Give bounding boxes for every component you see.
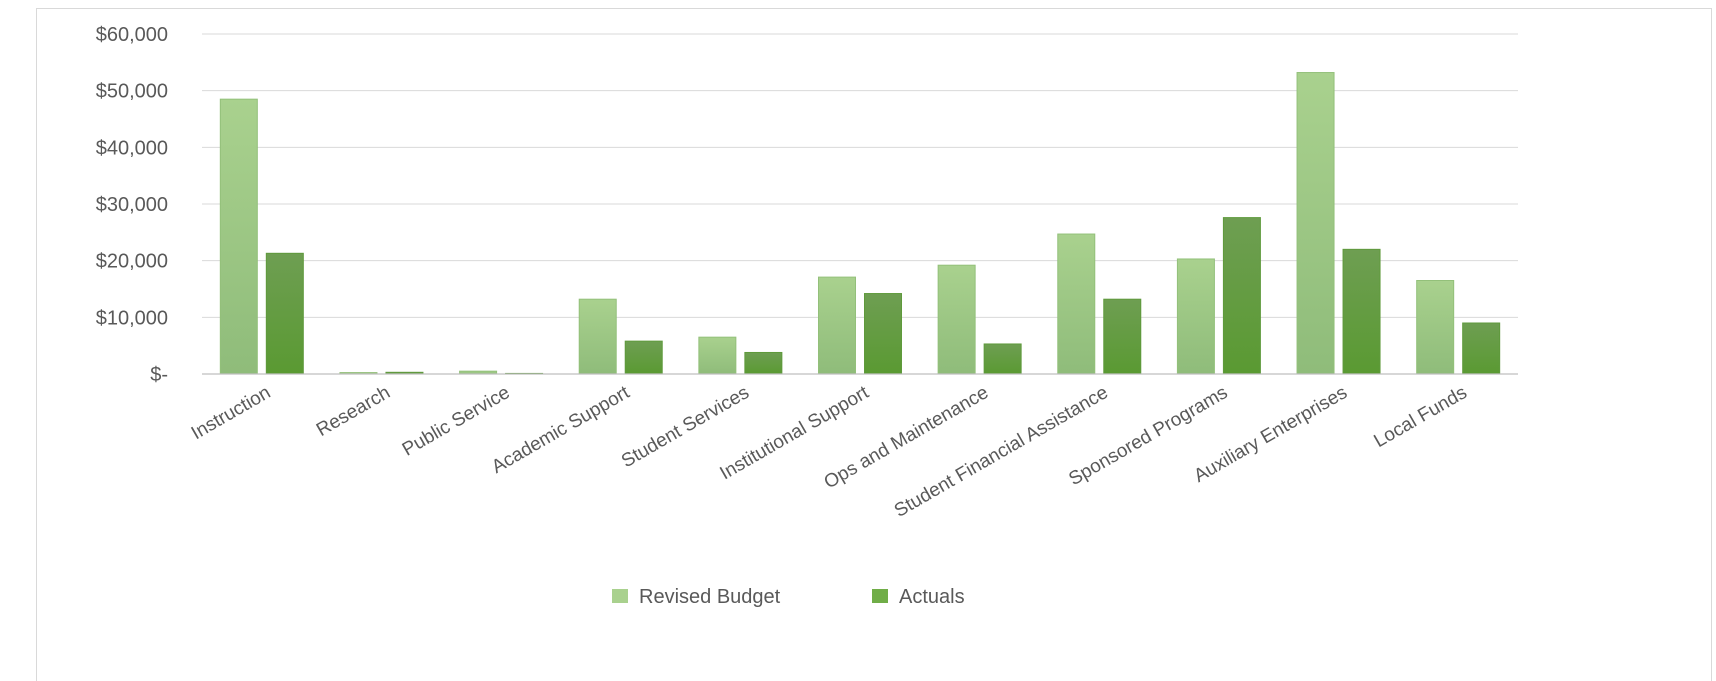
- legend-label: Revised Budget: [639, 586, 781, 608]
- bar-actuals-8: [1222, 217, 1261, 375]
- y-tick-label: $10,000: [96, 307, 168, 329]
- x-category-label: Public Service: [399, 382, 514, 460]
- y-tick-label: $30,000: [96, 194, 168, 216]
- y-tick-label: $-: [150, 364, 168, 386]
- legend: Revised Budget Actuals: [612, 586, 965, 608]
- bar-actuals-9: [1342, 248, 1381, 375]
- bar-revised-budget-0: [219, 98, 258, 375]
- x-category-label: Research: [313, 382, 394, 441]
- bar-actuals-7: [1103, 298, 1142, 375]
- bar-revised-budget-9: [1296, 72, 1335, 375]
- y-tick-label: $40,000: [96, 137, 168, 159]
- bar-revised-budget-8: [1176, 258, 1215, 375]
- bar-revised-budget-7: [1057, 233, 1096, 375]
- bar-actuals-0: [265, 252, 304, 375]
- bar-actuals-5: [864, 293, 902, 375]
- bar-actuals-6: [983, 343, 1022, 375]
- y-tick-label: $50,000: [96, 81, 168, 103]
- bar-revised-budget-4: [698, 336, 737, 375]
- legend-swatch-actuals: [872, 589, 888, 603]
- bar-actuals-3: [624, 340, 663, 375]
- x-axis-category-labels: Instruction Research Public ServiceAcademi…: [188, 382, 1471, 522]
- y-tick-label: $60,000: [96, 24, 168, 46]
- bar-actuals-4: [744, 351, 783, 375]
- y-tick-label: $20,000: [96, 251, 168, 273]
- bar-actuals-10: [1462, 322, 1501, 375]
- x-category-label: Instruction: [188, 382, 274, 444]
- bars: [219, 72, 1501, 375]
- x-category-label: Local Funds: [1371, 382, 1471, 452]
- bar-revised-budget-6: [937, 264, 976, 375]
- bar-revised-budget-10: [1416, 280, 1455, 375]
- x-category-label: Student Financial Assistance: [891, 382, 1112, 522]
- y-axis-tick-labels: $- $10,000 $20,000 $30,000 $40,000 $50,000 $60…: [96, 24, 168, 386]
- bar-revised-budget-3: [578, 298, 617, 375]
- legend-label: Actuals: [899, 586, 965, 608]
- bar-revised-budget-5: [818, 276, 856, 375]
- legend-swatch-revised-budget: [612, 589, 628, 603]
